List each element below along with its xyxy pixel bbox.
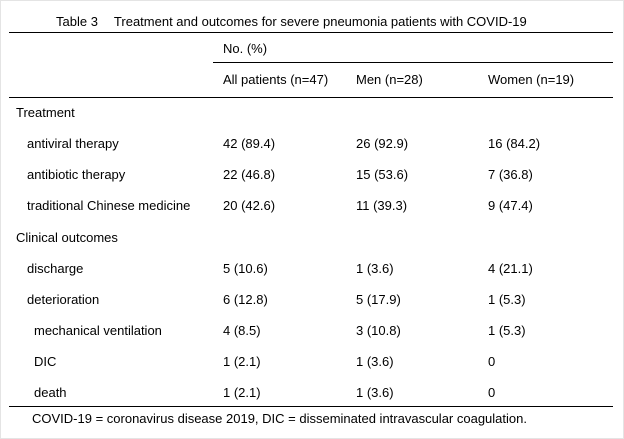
table-footnote: COVID-19 = coronavirus disease 2019, DIC… bbox=[32, 411, 527, 426]
table-cell: 0 bbox=[488, 354, 496, 369]
table-cell: 1 (2.1) bbox=[223, 385, 261, 400]
row-label: antibiotic therapy bbox=[27, 167, 126, 182]
table-cell: 6 (12.8) bbox=[223, 292, 268, 307]
table-cell: 16 (84.2) bbox=[488, 136, 541, 151]
spanner-header: No. (%) bbox=[223, 41, 268, 56]
table-cell: 11 (39.3) bbox=[356, 198, 408, 213]
table-cell: 15 (53.6) bbox=[356, 167, 409, 182]
table-cell: 7 (36.8) bbox=[488, 167, 533, 182]
table-cell: 1 (5.3) bbox=[488, 323, 526, 338]
table-cell: 5 (17.9) bbox=[356, 292, 401, 307]
row-label: deterioration bbox=[27, 292, 100, 307]
top-rule bbox=[9, 32, 613, 33]
table-cell: 1 (3.6) bbox=[356, 385, 394, 400]
table-title: Treatment and outcomes for severe pneumo… bbox=[113, 14, 527, 29]
table-caption: Table 3 Treatment and outcomes for severe… bbox=[56, 14, 527, 29]
table-cell: 1 (2.1) bbox=[223, 354, 261, 369]
table-number: Table 3 bbox=[56, 14, 98, 29]
column-header: Women (n=19) bbox=[488, 72, 575, 87]
table-cell: 42 (89.4) bbox=[223, 136, 276, 151]
table-cell: 5 (10.6) bbox=[223, 261, 268, 276]
table-cell: 1 (3.6) bbox=[356, 354, 394, 369]
bottom-rule bbox=[9, 406, 613, 407]
section-label: Clinical outcomes bbox=[16, 230, 118, 245]
table-cell: 20 (42.6) bbox=[223, 198, 276, 213]
table-cell: 9 (47.4) bbox=[488, 198, 533, 213]
row-label: discharge bbox=[27, 261, 84, 276]
table-cell: 26 (92.9) bbox=[356, 136, 409, 151]
table-cell: 4 (21.1) bbox=[488, 261, 533, 276]
table-cell: 0 bbox=[488, 385, 496, 400]
row-label: traditional Chinese medicine bbox=[27, 198, 191, 213]
header-rule bbox=[9, 97, 613, 98]
row-label: antiviral therapy bbox=[27, 136, 119, 151]
column-header: All patients (n=47) bbox=[223, 72, 329, 87]
column-header: Men (n=28) bbox=[356, 72, 423, 87]
table-cell: 1 (3.6) bbox=[356, 261, 394, 276]
table-cell: 3 (10.8) bbox=[356, 323, 401, 338]
section-label: Treatment bbox=[16, 105, 75, 120]
table-cell: 22 (46.8) bbox=[223, 167, 276, 182]
spanner-rule bbox=[213, 62, 613, 63]
row-label: death bbox=[34, 385, 67, 400]
row-label: mechanical ventilation bbox=[34, 323, 162, 338]
table-cell: 4 (8.5) bbox=[223, 323, 261, 338]
row-label: DIC bbox=[34, 354, 57, 369]
table-cell: 1 (5.3) bbox=[488, 292, 526, 307]
